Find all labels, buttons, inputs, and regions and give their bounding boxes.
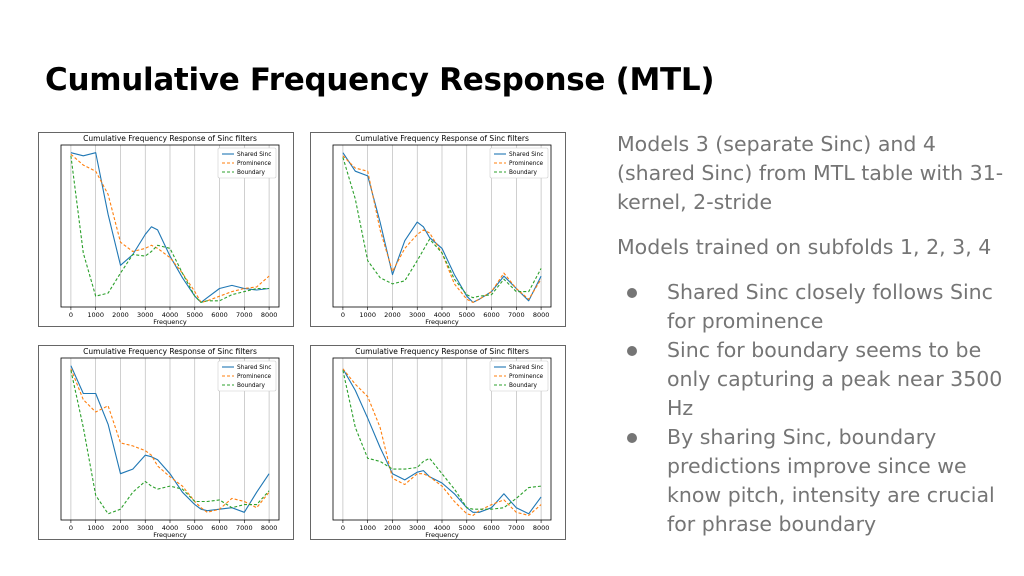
series-line-boundary bbox=[70, 155, 270, 303]
chart-title: Cumulative Frequency Response of Sinc fi… bbox=[355, 134, 529, 143]
legend-box bbox=[217, 147, 277, 179]
frequency-response-chart-1: Cumulative Frequency Response of Sinc fi… bbox=[60, 134, 280, 326]
x-tick-label: 8000 bbox=[533, 524, 550, 532]
x-tick-label: 6000 bbox=[211, 311, 228, 319]
series-line-boundary bbox=[70, 370, 270, 515]
slide-title: Cumulative Frequency Response (MTL) bbox=[45, 62, 715, 98]
x-tick-label: 2000 bbox=[112, 524, 129, 532]
x-tick-label: 5000 bbox=[458, 311, 475, 319]
legend-label: Shared Sinc bbox=[509, 365, 543, 371]
series-line-prominence bbox=[70, 368, 270, 513]
legend-label: Prominence bbox=[509, 161, 544, 167]
legend-label: Boundary bbox=[509, 383, 537, 389]
x-tick-label: 0 bbox=[341, 311, 345, 319]
chart-title: Cumulative Frequency Response of Sinc fi… bbox=[355, 347, 529, 356]
x-axis-label: Frequency bbox=[153, 318, 187, 326]
x-tick-label: 7000 bbox=[508, 311, 525, 319]
plot-frame bbox=[332, 357, 552, 521]
x-tick-label: 1000 bbox=[87, 311, 104, 319]
x-tick-label: 0 bbox=[341, 524, 345, 532]
series-line-shared-sinc bbox=[70, 152, 270, 303]
series-line-prominence bbox=[342, 368, 542, 516]
legend-box bbox=[489, 147, 549, 179]
chart-panel-3: Cumulative Frequency Response of Sinc fi… bbox=[38, 345, 294, 540]
bullet-dot-icon bbox=[627, 433, 637, 443]
bullet-text: Sinc for boundary seems to be only captu… bbox=[667, 338, 1003, 420]
x-tick-label: 6000 bbox=[483, 311, 500, 319]
x-tick-label: 0 bbox=[69, 524, 73, 532]
notes-paragraph-subfolds: Models trained on subfolds 1, 2, 3, 4 bbox=[617, 235, 992, 259]
x-tick-label: 8000 bbox=[533, 311, 550, 319]
x-tick-label: 7000 bbox=[508, 524, 525, 532]
x-tick-label: 3000 bbox=[137, 524, 154, 532]
frequency-response-chart-2: Cumulative Frequency Response of Sinc fi… bbox=[332, 134, 552, 326]
chart-legend: Shared Sinc Prominence Boundary bbox=[217, 360, 277, 392]
legend-label: Prominence bbox=[509, 374, 544, 380]
chart-title: Cumulative Frequency Response of Sinc fi… bbox=[83, 134, 257, 143]
legend-label: Prominence bbox=[237, 161, 272, 167]
x-tick-label: 4000 bbox=[434, 524, 451, 532]
legend-label: Shared Sinc bbox=[509, 152, 543, 158]
legend-label: Boundary bbox=[509, 170, 537, 176]
bullet-dot-icon bbox=[627, 288, 637, 298]
series-line-shared-sinc bbox=[342, 152, 542, 303]
x-tick-label: 3000 bbox=[409, 524, 426, 532]
x-tick-label: 5000 bbox=[186, 311, 203, 319]
bullet-text: Shared Sinc closely follows Sinc for pro… bbox=[667, 280, 993, 333]
x-axis-label: Frequency bbox=[425, 318, 459, 326]
legend-box bbox=[489, 360, 549, 392]
x-axis-label: Frequency bbox=[153, 531, 187, 539]
chart-title: Cumulative Frequency Response of Sinc fi… bbox=[83, 347, 257, 356]
legend-box bbox=[217, 360, 277, 392]
plot-frame bbox=[332, 144, 552, 308]
x-tick-label: 3000 bbox=[137, 311, 154, 319]
bullet-item: Shared Sinc closely follows Sinc for pro… bbox=[617, 278, 1012, 336]
x-tick-label: 5000 bbox=[458, 524, 475, 532]
x-tick-label: 8000 bbox=[261, 311, 278, 319]
x-tick-label: 2000 bbox=[384, 311, 401, 319]
chart-legend: Shared Sinc Prominence Boundary bbox=[217, 147, 277, 179]
series-line-shared-sinc bbox=[342, 368, 542, 515]
legend-label: Shared Sinc bbox=[237, 365, 271, 371]
x-tick-label: 4000 bbox=[162, 524, 179, 532]
frequency-response-chart-4: Cumulative Frequency Response of Sinc fi… bbox=[332, 347, 552, 539]
plot-frame bbox=[60, 144, 280, 308]
x-tick-label: 2000 bbox=[112, 311, 129, 319]
chart-panel-2: Cumulative Frequency Response of Sinc fi… bbox=[310, 132, 566, 327]
x-tick-label: 1000 bbox=[87, 524, 104, 532]
chart-legend: Shared Sinc Prominence Boundary bbox=[489, 147, 549, 179]
plot-frame bbox=[60, 357, 280, 521]
legend-label: Boundary bbox=[237, 383, 265, 389]
chart-legend: Shared Sinc Prominence Boundary bbox=[489, 360, 549, 392]
notes-paragraph-models: Models 3 (separate Sinc) and 4 (shared S… bbox=[617, 132, 1004, 214]
x-tick-label: 4000 bbox=[434, 311, 451, 319]
x-tick-label: 6000 bbox=[211, 524, 228, 532]
chart-panel-4: Cumulative Frequency Response of Sinc fi… bbox=[310, 345, 566, 540]
x-tick-label: 3000 bbox=[409, 311, 426, 319]
legend-label: Prominence bbox=[237, 374, 272, 380]
chart-panel-1: Cumulative Frequency Response of Sinc fi… bbox=[38, 132, 294, 327]
x-tick-label: 2000 bbox=[384, 524, 401, 532]
x-tick-label: 1000 bbox=[359, 524, 376, 532]
x-tick-label: 4000 bbox=[162, 311, 179, 319]
bullet-text: By sharing Sinc, boundary predictions im… bbox=[667, 425, 995, 536]
legend-label: Shared Sinc bbox=[237, 152, 271, 158]
frequency-response-chart-3: Cumulative Frequency Response of Sinc fi… bbox=[60, 347, 280, 539]
notes-panel: Models 3 (separate Sinc) and 4 (shared S… bbox=[617, 130, 1012, 539]
x-tick-label: 1000 bbox=[359, 311, 376, 319]
x-tick-label: 6000 bbox=[483, 524, 500, 532]
x-tick-label: 8000 bbox=[261, 524, 278, 532]
x-tick-label: 7000 bbox=[236, 524, 253, 532]
bullet-item: Sinc for boundary seems to be only captu… bbox=[617, 336, 1012, 423]
series-line-prominence bbox=[70, 153, 270, 303]
x-tick-label: 5000 bbox=[186, 524, 203, 532]
x-tick-label: 7000 bbox=[236, 311, 253, 319]
bullet-item: By sharing Sinc, boundary predictions im… bbox=[617, 423, 1012, 539]
x-tick-label: 0 bbox=[69, 311, 73, 319]
legend-label: Boundary bbox=[237, 170, 265, 176]
notes-bullet-list: Shared Sinc closely follows Sinc for pro… bbox=[617, 278, 1012, 539]
x-axis-label: Frequency bbox=[425, 531, 459, 539]
bullet-dot-icon bbox=[627, 346, 637, 356]
series-line-boundary bbox=[342, 157, 542, 299]
